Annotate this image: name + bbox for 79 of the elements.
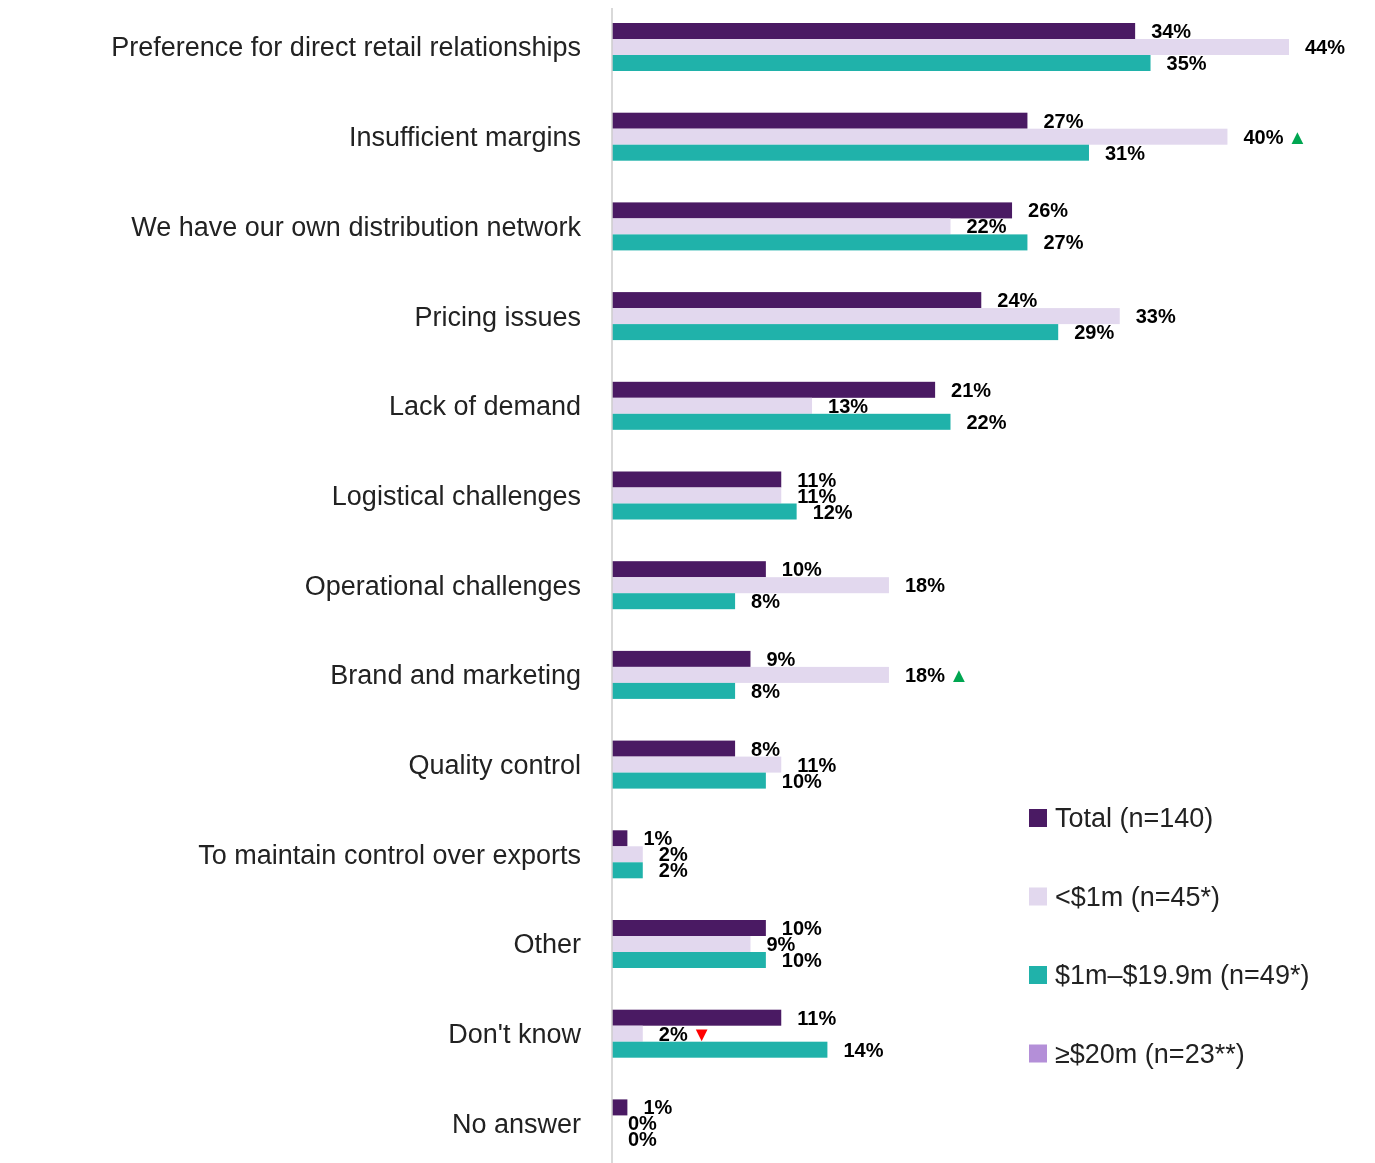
data-label: 24%	[997, 289, 1038, 312]
bar	[612, 324, 1059, 341]
data-label: 13%	[828, 394, 869, 417]
y-tick-label: Lack of demand	[388, 391, 581, 422]
bar	[612, 650, 751, 667]
bar	[612, 772, 766, 789]
bar	[612, 292, 982, 309]
y-tick-label: To maintain control over exports	[198, 839, 581, 870]
bar	[612, 218, 951, 235]
bar	[612, 862, 643, 879]
bar	[612, 381, 936, 398]
bar	[612, 1025, 643, 1042]
data-label: 31%	[1104, 141, 1146, 164]
bar	[612, 740, 736, 757]
data-label: 14%	[843, 1038, 884, 1061]
bar	[612, 397, 813, 414]
y-tick-label: We have our own distribution network	[131, 211, 582, 242]
data-label: 27%	[1043, 109, 1084, 132]
data-label: 33%	[1135, 305, 1176, 328]
y-tick-label: Logistical challenges	[331, 480, 581, 511]
bar	[612, 39, 1289, 55]
data-label: 8%	[751, 679, 781, 702]
bar	[612, 830, 628, 847]
bar	[612, 23, 1136, 39]
legend-label: ≥$20m (n=23**)	[1055, 1038, 1245, 1069]
bar	[612, 952, 766, 968]
bar	[612, 487, 782, 504]
data-label: 44%	[1305, 36, 1346, 58]
y-tick-label: Operational challenges	[304, 570, 581, 601]
bar	[612, 561, 766, 578]
bar	[612, 577, 889, 594]
y-tick-label: No answer	[451, 1108, 581, 1139]
data-label: 35%	[1166, 52, 1207, 74]
bar	[612, 666, 889, 683]
bar	[612, 1041, 828, 1058]
data-label: 26%	[1028, 199, 1069, 222]
bar	[612, 756, 782, 773]
bar	[612, 936, 751, 952]
y-tick-label: Preference for direct retail relationships	[111, 32, 581, 63]
y-tick-label: Other	[513, 929, 581, 960]
bar	[612, 128, 1228, 145]
data-label: 18% ▲	[904, 663, 969, 686]
legend-label: <$1m (n=45*)	[1055, 881, 1221, 912]
data-label: 29%	[1074, 321, 1115, 344]
y-tick-label: Don't know	[448, 1019, 582, 1050]
data-label: 22%	[966, 410, 1007, 433]
data-label: 8%	[751, 590, 781, 613]
data-label: 22%	[966, 215, 1007, 238]
data-label: 18%	[904, 574, 946, 597]
data-label: 40% ▲	[1243, 125, 1308, 148]
y-tick-label: Pricing issues	[414, 301, 581, 332]
bar	[612, 1009, 782, 1026]
bar	[612, 308, 1120, 325]
y-tick-label: Brand and marketing	[330, 660, 581, 691]
bar	[612, 144, 1089, 161]
bar	[612, 846, 643, 863]
bar	[612, 413, 951, 430]
bar	[612, 112, 1028, 129]
data-label: 2% ▼	[658, 1022, 712, 1045]
y-tick-label: Quality control	[408, 750, 581, 781]
bar	[612, 234, 1028, 251]
data-label: 10%	[781, 558, 823, 581]
bar	[612, 471, 782, 488]
data-label: 27%	[1043, 231, 1084, 254]
data-label: 8%	[751, 737, 781, 760]
data-label: 21%	[951, 378, 992, 401]
bar	[612, 202, 1013, 219]
bar	[612, 55, 1151, 71]
bar	[612, 593, 736, 610]
bar	[612, 1099, 628, 1116]
data-label: 34%	[1151, 20, 1192, 42]
data-label: 9%	[766, 647, 796, 670]
legend-label: $1m–$19.9m (n=49*)	[1055, 960, 1310, 991]
bar	[612, 682, 736, 699]
bar	[612, 503, 797, 520]
y-tick-label: Insufficient margins	[348, 122, 581, 153]
legend-label: Total (n=140)	[1055, 803, 1214, 834]
bar	[612, 920, 766, 936]
data-label: 11%	[797, 1006, 837, 1029]
